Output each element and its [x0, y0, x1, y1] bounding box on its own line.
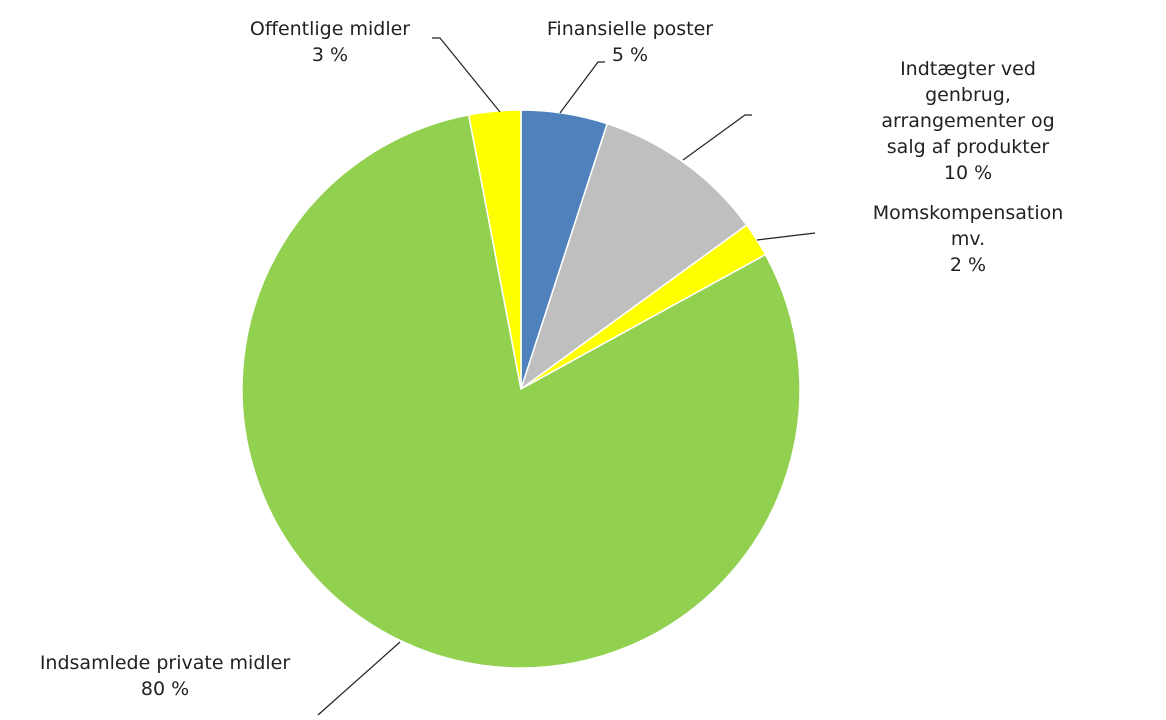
slice-label: Finansielle poster 5 % — [547, 16, 713, 68]
category-label: Indtægter ved genbrug, arrangementer og … — [881, 58, 1055, 158]
value-label: 2 % — [949, 254, 987, 276]
leader-line — [756, 232, 816, 241]
slice-label: Offentlige midler 3 % — [250, 16, 410, 68]
pie-slice — [519, 122, 748, 391]
value-label: 10 % — [943, 162, 993, 184]
pie-slice — [241, 114, 801, 669]
slice-label: Indsamlede private midler 80 % — [40, 650, 290, 702]
category-label: Momskompensation mv. — [872, 202, 1064, 250]
value-label: 80 % — [140, 678, 190, 700]
category-label: Finansielle poster — [546, 18, 714, 40]
leader-line — [559, 61, 605, 114]
slice-label: Momskompensation mv. 2 % — [869, 200, 1067, 278]
leader-line — [317, 641, 401, 716]
category-label: Offentlige midler — [249, 18, 411, 40]
slice-label: Indtægter ved genbrug, arrangementer og … — [869, 56, 1067, 186]
pie-slice — [467, 109, 522, 390]
leader-line — [432, 37, 501, 113]
value-label: 3 % — [311, 44, 349, 66]
leader-line — [682, 114, 752, 161]
category-label: Indsamlede private midler — [39, 652, 291, 674]
value-label: 5 % — [611, 44, 649, 66]
